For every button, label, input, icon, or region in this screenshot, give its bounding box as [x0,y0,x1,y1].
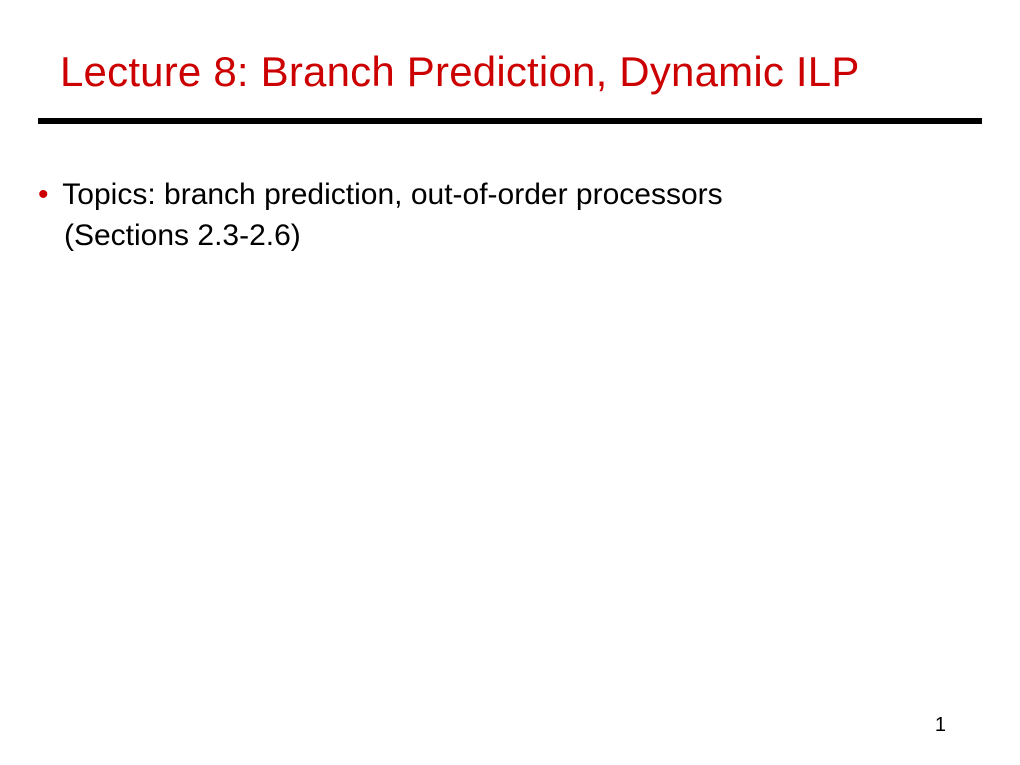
page-number: 1 [935,714,946,737]
topic-line-1: Topics: branch prediction, out-of-order … [55,178,723,211]
topic-line-2: (Sections 2.3-2.6) [38,216,960,257]
title-divider [38,118,982,124]
slide-body: • Topics: branch prediction, out-of-orde… [38,175,960,256]
slide-title: Lecture 8: Branch Prediction, Dynamic IL… [60,48,982,96]
slide: Lecture 8: Branch Prediction, Dynamic IL… [0,0,1020,765]
bullet-icon: • [38,178,49,211]
